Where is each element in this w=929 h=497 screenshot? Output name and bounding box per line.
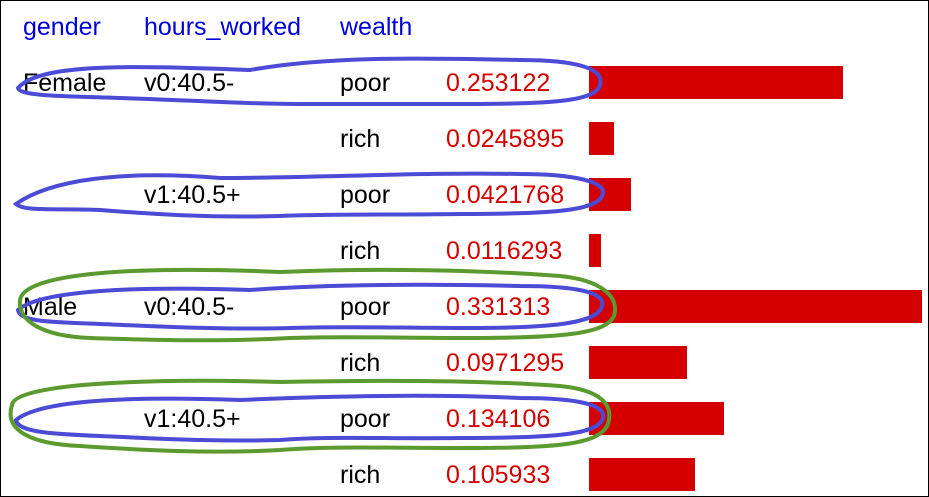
probability-value: 0.0421768 (446, 181, 565, 209)
header-hours-worked: hours_worked (144, 13, 302, 41)
wealth-cell: poor (340, 293, 391, 321)
probability-value: 0.134106 (446, 405, 551, 433)
hours-cell: v0:40.5- (144, 293, 235, 321)
gender-cell: Female (23, 69, 107, 97)
probability-bar (589, 290, 922, 323)
probability-value: 0.0116293 (446, 237, 563, 265)
probability-bar (589, 458, 695, 491)
probability-value: 0.105933 (446, 461, 551, 489)
probability-bar (589, 234, 601, 267)
probability-bar (589, 178, 631, 211)
wealth-cell: rich (340, 125, 381, 153)
probability-bar (589, 66, 843, 99)
probability-value: 0.0971295 (446, 349, 565, 377)
header-gender: gender (23, 13, 101, 41)
wealth-cell: rich (340, 461, 381, 489)
wealth-cell: poor (340, 405, 391, 433)
wealth-cell: poor (340, 69, 391, 97)
wealth-cell: rich (340, 237, 381, 265)
probability-value: 0.0245895 (446, 125, 565, 153)
hours-cell: v1:40.5+ (144, 405, 241, 433)
probability-bar (589, 402, 724, 435)
hours-cell: v1:40.5+ (144, 181, 241, 209)
wealth-cell: rich (340, 349, 381, 377)
probability-bar (589, 122, 614, 155)
probability-bar (589, 346, 687, 379)
probability-value: 0.253122 (446, 69, 551, 97)
wealth-cell: poor (340, 181, 391, 209)
probability-value: 0.331313 (446, 293, 551, 321)
hours-cell: v0:40.5- (144, 69, 235, 97)
gender-cell: Male (23, 293, 78, 321)
header-wealth: wealth (340, 13, 413, 41)
